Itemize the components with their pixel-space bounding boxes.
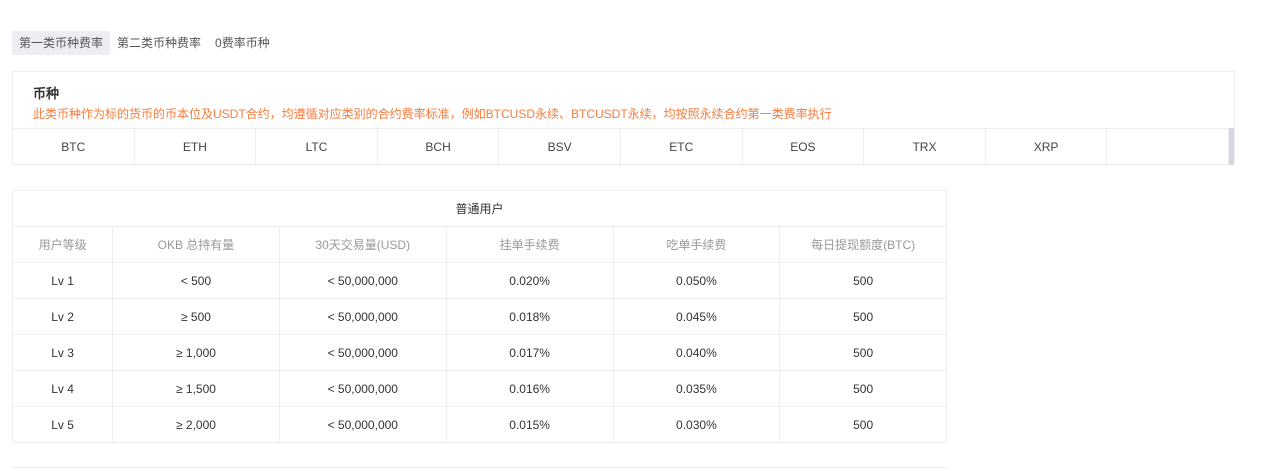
table-cell: Lv 4 bbox=[11, 370, 114, 407]
table-row: Lv 5 ≥ 2,000 < 50,000,000 0.015% 0.030% 500 bbox=[11, 406, 947, 443]
table-cell: Lv 2 bbox=[11, 298, 114, 335]
divider bbox=[12, 467, 947, 468]
coin-cell bbox=[1107, 129, 1229, 166]
table-cell: Lv 5 bbox=[11, 406, 114, 443]
table-cell: ≥ 2,000 bbox=[112, 406, 280, 443]
table-cell: < 50,000,000 bbox=[278, 262, 447, 299]
column-header: 30天交易量(USD) bbox=[278, 226, 447, 263]
table-cell: ≥ 1,500 bbox=[112, 370, 280, 407]
coins-description: 此类币种作为标的货币的币本位及USDT合约，均遵循对应类别的合约费率标准，例如B… bbox=[33, 107, 832, 121]
coin-cell: BCH bbox=[378, 129, 500, 166]
table-cell: Lv 3 bbox=[11, 334, 114, 371]
table-cell: 0.050% bbox=[612, 262, 781, 299]
table-cell: 500 bbox=[779, 298, 947, 335]
tab-first-class[interactable]: 第一类币种费率 bbox=[12, 31, 111, 55]
fee-table: 普通用户 用户等级 OKB 总持有量 30天交易量(USD) 挂单手续费 吃单手续费 每日… bbox=[11, 190, 947, 443]
table-cell: 0.015% bbox=[445, 406, 614, 443]
coin-grid: BTC ETH LTC BCH BSV ETC EOS TRX XRP bbox=[13, 128, 1234, 166]
column-header: 吃单手续费 bbox=[612, 226, 781, 263]
column-header: OKB 总持有量 bbox=[112, 226, 280, 263]
coin-cell: BSV bbox=[499, 129, 621, 166]
coins-panel: 币种 此类币种作为标的货币的币本位及USDT合约，均遵循对应类别的合约费率标准，… bbox=[12, 71, 1235, 166]
table-cell: ≥ 1,000 bbox=[112, 334, 280, 371]
table-title: 普通用户 bbox=[12, 190, 947, 227]
table-cell: 0.016% bbox=[445, 370, 614, 407]
coin-cell: XRP bbox=[986, 129, 1108, 166]
table-row: Lv 4 ≥ 1,500 < 50,000,000 0.016% 0.035% 500 bbox=[11, 370, 947, 407]
table-cell: 0.040% bbox=[612, 334, 781, 371]
table-cell: 0.017% bbox=[445, 334, 614, 371]
table-cell: < 50,000,000 bbox=[278, 406, 447, 443]
table-cell: 500 bbox=[779, 262, 947, 299]
coin-cell: ETC bbox=[621, 129, 743, 166]
column-header: 用户等级 bbox=[11, 226, 114, 263]
table-cell: < 50,000,000 bbox=[278, 370, 447, 407]
table-cell: Lv 1 bbox=[11, 262, 114, 299]
table-cell: < 500 bbox=[112, 262, 280, 299]
coin-cell: TRX bbox=[864, 129, 986, 166]
table-cell: 0.018% bbox=[445, 298, 614, 335]
table-row: Lv 1 < 500 < 50,000,000 0.020% 0.050% 500 bbox=[11, 262, 947, 299]
table-cell: < 50,000,000 bbox=[278, 298, 447, 335]
coin-cell: ETH bbox=[135, 129, 257, 166]
table-cell: 0.045% bbox=[612, 298, 781, 335]
table-cell: ≥ 500 bbox=[112, 298, 280, 335]
table-cell: 0.020% bbox=[445, 262, 614, 299]
coin-cell: BTC bbox=[13, 129, 135, 166]
column-header: 每日提现额度(BTC) bbox=[779, 226, 947, 263]
fee-tabs: 第一类币种费率 第二类币种费率 0费率币种 bbox=[12, 31, 277, 55]
table-row: Lv 3 ≥ 1,000 < 50,000,000 0.017% 0.040% 500 bbox=[11, 334, 947, 371]
table-cell: < 50,000,000 bbox=[278, 334, 447, 371]
table-cell: 0.030% bbox=[612, 406, 781, 443]
table-cell: 0.035% bbox=[612, 370, 781, 407]
coin-cell: EOS bbox=[743, 129, 865, 166]
table-row: Lv 2 ≥ 500 < 50,000,000 0.018% 0.045% 500 bbox=[11, 298, 947, 335]
column-header: 挂单手续费 bbox=[445, 226, 614, 263]
tab-second-class[interactable]: 第二类币种费率 bbox=[117, 36, 202, 50]
scrollbar[interactable] bbox=[1229, 128, 1234, 165]
tab-zero-fee[interactable]: 0费率币种 bbox=[215, 36, 270, 50]
table-cell: 500 bbox=[779, 334, 947, 371]
coin-cell: LTC bbox=[256, 129, 378, 166]
table-cell: 500 bbox=[779, 370, 947, 407]
coins-title: 币种 bbox=[33, 86, 60, 101]
table-cell: 500 bbox=[779, 406, 947, 443]
